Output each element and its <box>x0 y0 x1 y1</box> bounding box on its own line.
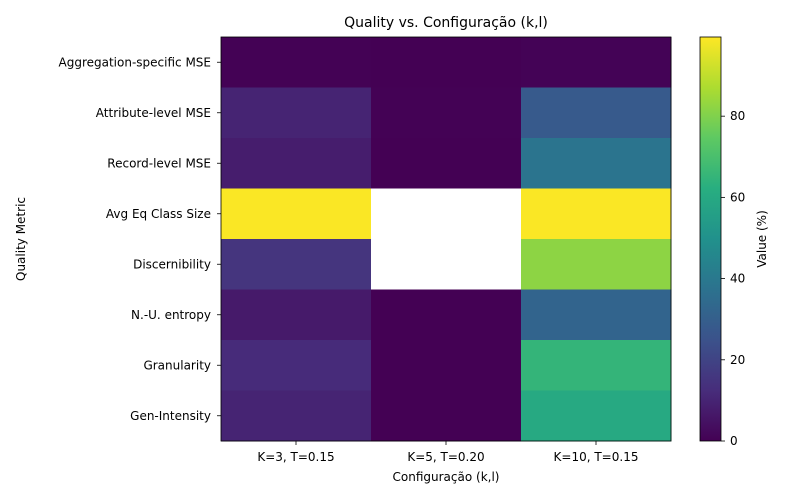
heatmap-cell <box>521 340 672 391</box>
colorbar-tick-label: 80 <box>730 109 745 123</box>
heatmap-cell <box>521 289 672 341</box>
heatmap-cell <box>221 37 372 88</box>
y-axis-label: Quality Metric <box>14 197 28 281</box>
heatmap-cell <box>521 87 672 139</box>
heatmap-cell <box>371 239 522 290</box>
heatmap-cell <box>371 340 522 391</box>
heatmap-cell <box>371 188 522 240</box>
colorbar-tick-label: 40 <box>730 272 745 286</box>
y-tick-label: Record-level MSE <box>107 156 211 170</box>
heatmap-cell <box>371 390 522 442</box>
y-tick-label: Gen-Intensity <box>130 409 211 423</box>
heatmap-cell <box>521 138 672 189</box>
heatmap-cell <box>221 188 372 240</box>
heatmap-cell <box>371 138 522 189</box>
x-axis-label: Configuração (k,l) <box>393 470 500 484</box>
heatmap-cell <box>521 37 672 88</box>
heatmap-cell <box>521 390 672 442</box>
heatmap-cell <box>521 239 672 290</box>
colorbar <box>699 36 722 442</box>
colorbar-tick-label: 60 <box>730 190 745 204</box>
heatmap-cell <box>221 340 372 391</box>
y-tick-label: N.-U. entropy <box>131 308 211 322</box>
x-tick-label: K=10, T=0.15 <box>554 450 639 464</box>
colorbar-tick-label: 20 <box>730 353 745 367</box>
heatmap-cell <box>521 188 672 240</box>
colorbar-label: Value (%) <box>755 210 769 268</box>
heatmap-cell <box>371 289 522 341</box>
y-tick-label: Avg Eq Class Size <box>106 207 211 221</box>
x-tick-label: K=3, T=0.15 <box>257 450 334 464</box>
heatmap-cell <box>221 138 372 189</box>
heatmap-cell <box>371 87 522 139</box>
y-tick-label: Granularity <box>143 358 211 372</box>
heatmap-cells <box>221 37 672 442</box>
y-tick-label: Discernibility <box>133 257 211 271</box>
heatmap-cell <box>221 239 372 290</box>
heatmap-cell <box>221 390 372 442</box>
x-axis-ticks: K=3, T=0.15 K=5, T=0.20 K=10, T=0.15 <box>257 441 638 464</box>
chart-title: Quality vs. Configuração (k,l) <box>344 15 548 31</box>
heatmap-cell <box>371 37 522 88</box>
y-tick-label: Aggregation-specific MSE <box>59 55 212 69</box>
colorbar-tick-label: 0 <box>730 434 738 448</box>
x-tick-label: K=5, T=0.20 <box>407 450 484 464</box>
y-axis-ticks: Aggregation-specific MSE Attribute-level … <box>59 55 221 423</box>
y-tick-label: Attribute-level MSE <box>96 106 211 120</box>
heatmap-cell <box>221 289 372 341</box>
heatmap-cell <box>221 87 372 139</box>
colorbar-ticks: 0 20 40 60 80 <box>721 109 745 448</box>
